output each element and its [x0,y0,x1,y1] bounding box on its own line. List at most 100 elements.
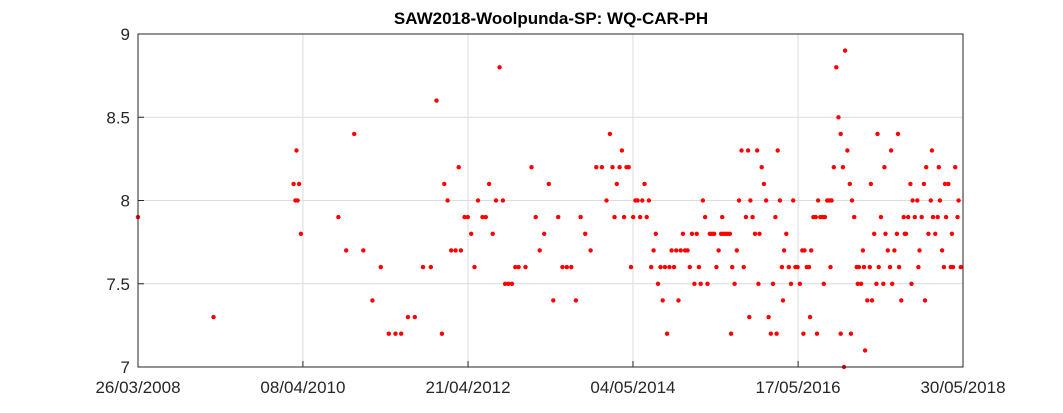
data-point [849,198,855,203]
data-point [428,264,433,270]
data-point [752,231,758,236]
data-point [439,331,445,336]
data-point [533,214,538,220]
data-point [469,231,474,236]
data-point [458,248,464,253]
data-point [743,214,749,220]
data-point [685,248,690,253]
data-point [291,181,296,187]
data-point [929,148,935,153]
data-point [786,264,791,270]
data-point [472,264,477,270]
data-point [881,281,886,286]
data-point [716,248,721,253]
x-tick-label: 21/04/2012 [425,378,510,397]
data-point [838,331,843,336]
data-point [788,281,794,286]
data-point [569,264,574,270]
data-point [730,264,735,270]
data-point [807,314,813,320]
data-point [640,198,645,203]
data-point [829,198,834,203]
data-point [352,131,357,137]
y-tick-label: 8.5 [106,108,130,127]
data-point [756,281,761,286]
data-point [821,281,826,286]
data-point [294,148,299,153]
data-point [445,198,450,203]
data-point [739,148,744,153]
y-tick-label: 8 [121,192,130,211]
data-point [702,214,708,220]
data-point [809,248,814,253]
data-point [564,264,569,270]
data-point [631,214,636,220]
data-point [336,214,341,220]
data-point [840,165,846,170]
data-point [599,165,605,170]
x-axis: 26/03/2008 08/04/2010 21/04/2012 04/05/2014… [95,361,1006,397]
data-point [958,264,963,270]
data-point [869,298,875,303]
data-point [801,331,806,336]
data-point [734,248,739,253]
data-point [456,165,461,170]
data-point [720,214,725,220]
data-point [386,331,391,336]
data-point [475,198,481,203]
data-point [936,165,941,170]
data-point [878,214,884,220]
data-point [705,281,710,286]
data-point [956,198,961,203]
data-point [732,281,737,286]
data-point [860,248,866,253]
x-tick-label: 04/05/2014 [590,378,675,397]
data-point [405,314,411,320]
data-point [909,281,914,286]
data-point [919,214,924,220]
data-point [660,298,665,303]
data-point [899,298,904,303]
data-point [644,214,649,220]
data-point [523,264,528,270]
data-point [537,248,542,253]
data-point [680,231,686,236]
data-point [887,264,893,270]
data-point [687,264,692,270]
data-point [834,65,839,70]
data-point [462,214,467,220]
data-point [892,248,897,253]
data-point [516,264,521,270]
data-point [551,298,556,303]
data-point [506,281,511,286]
data-point [883,231,888,236]
data-point [875,131,880,137]
data-point [896,264,902,270]
data-point [915,198,920,203]
data-point [420,264,426,270]
data-point [943,214,949,220]
data-point [399,331,404,336]
data-point [828,264,833,270]
data-point [745,148,751,153]
chart-title: SAW2018-Woolpunda-SP: WQ-CAR-PH [394,9,708,28]
data-point [774,331,779,336]
data-point [872,231,877,236]
data-point [678,248,683,253]
data-point [642,181,647,187]
data-point [953,165,958,170]
data-point [442,181,447,187]
y-tick-label: 7.5 [106,275,130,294]
data-point [759,165,764,170]
data-point [941,264,947,270]
data-point [946,181,951,187]
data-point [295,198,300,203]
data-point [546,181,551,187]
data-point [635,198,640,203]
data-point [651,248,656,253]
data-point [955,214,960,220]
data-point [882,165,887,170]
data-point [813,214,818,220]
data-point [453,248,458,253]
